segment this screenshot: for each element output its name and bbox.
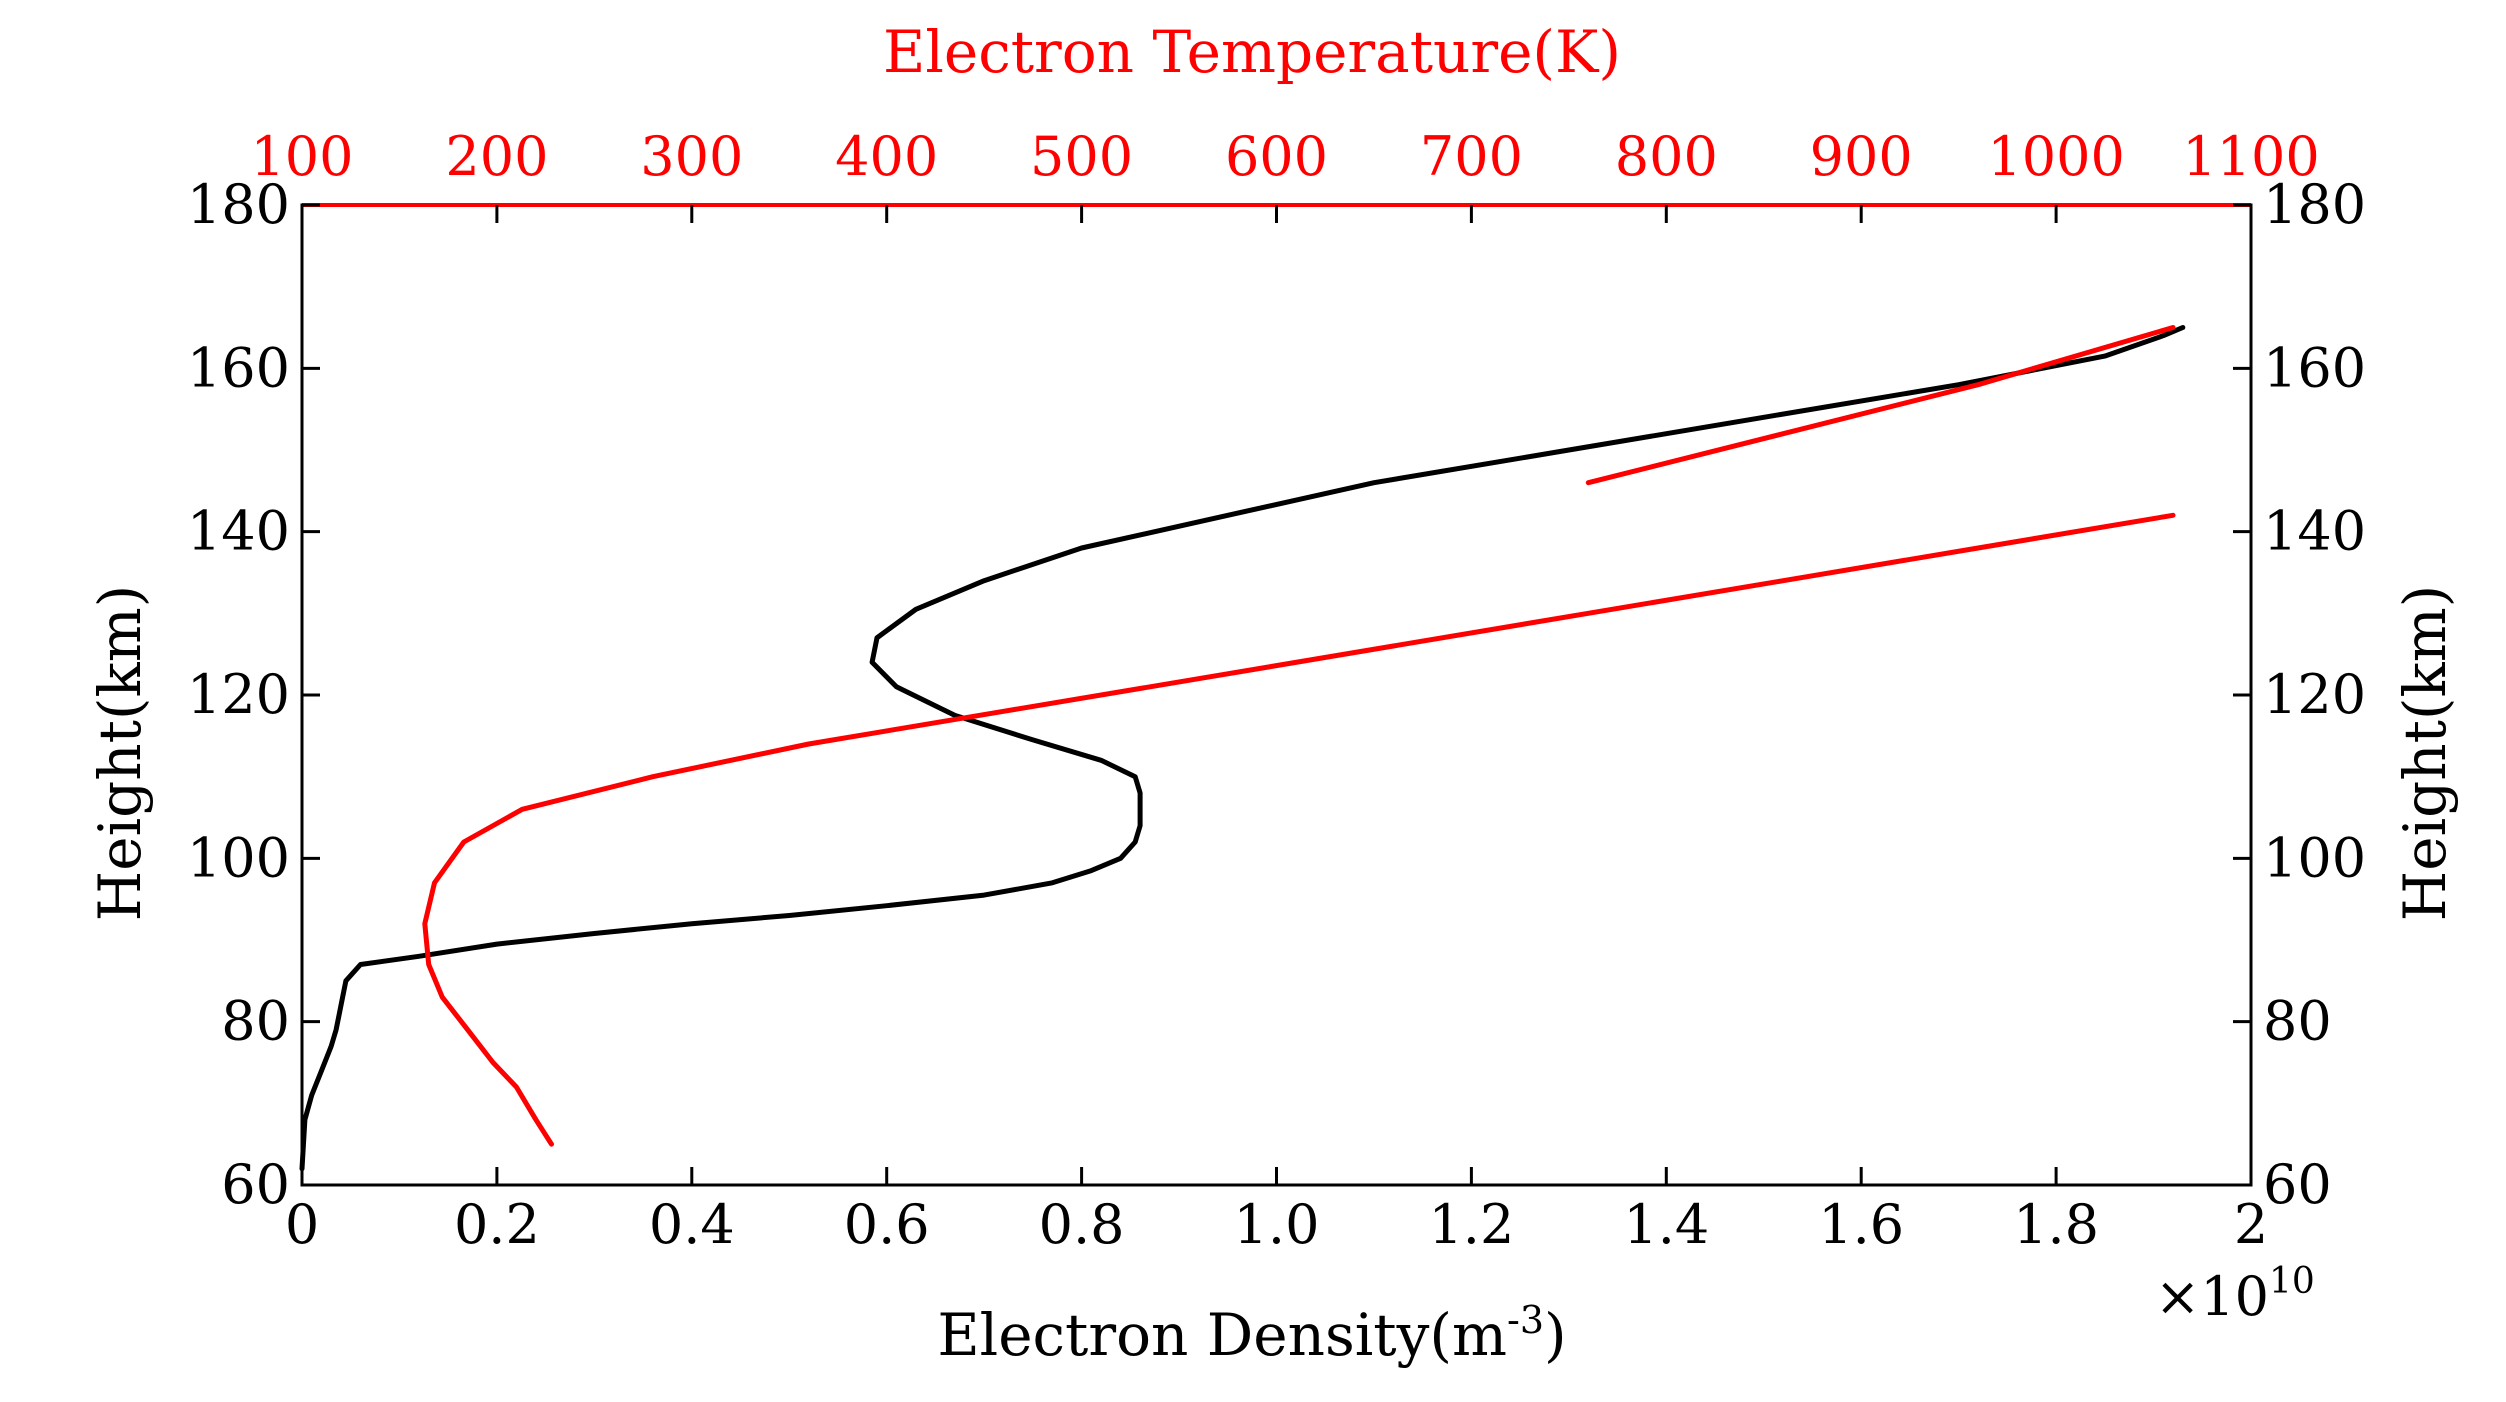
x-tick-label: 0.2 (454, 1193, 540, 1256)
plot-frame (300, 203, 2253, 1187)
x2-tick-label: 900 (1810, 125, 1913, 188)
y2-axis-title: Height(km) (2391, 585, 2459, 922)
electron-density-line (299, 325, 2186, 1172)
x-tick-label: 0.8 (1039, 1193, 1125, 1256)
y-axis-ticks: 60 80 100 120 140 160 180 (187, 173, 320, 1216)
right-y-axis-ticks: 60 80 100 120 140 160 180 (2233, 173, 2366, 1216)
y-tick-label: 180 (187, 173, 290, 236)
x-axis-ticks: 0 0.2 0.4 0.6 0.8 1.0 1.2 1.4 1.6 1.8 2 (285, 1167, 2268, 1256)
x2-tick-label: 1000 (1987, 125, 2124, 188)
y-tick-label: 120 (187, 663, 290, 726)
top-axis-title: Electron Temperature(K) (883, 18, 1621, 86)
y2-tick-label: 140 (2263, 500, 2366, 563)
y-tick-label: 140 (187, 500, 290, 563)
y2-tick-label: 180 (2263, 173, 2366, 236)
x-tick-label: 1.4 (1623, 1193, 1709, 1256)
x2-tick-label: 200 (445, 125, 548, 188)
y2-tick-label: 80 (2263, 990, 2332, 1053)
y-tick-label: 60 (221, 1153, 290, 1216)
x2-tick-label: 1100 (2182, 125, 2319, 188)
series-layer (299, 325, 2186, 1172)
x-axis-title-suffix: ) (1544, 1301, 1567, 1369)
x-tick-label: 1.0 (1234, 1193, 1320, 1256)
x2-tick-label: 400 (835, 125, 938, 188)
x-tick-label: 1.2 (1428, 1193, 1514, 1256)
x-multiplier-exp: 10 (2269, 1261, 2315, 1302)
x-tick-label: 1.6 (1818, 1193, 1904, 1256)
x-tick-label: 0 (285, 1193, 319, 1256)
electron-temperature-line (422, 512, 2176, 1147)
y2-tick-label: 120 (2263, 663, 2366, 726)
x-tick-label: 1.8 (2013, 1193, 2099, 1256)
plot-area (300, 203, 2253, 1187)
x-multiplier: ×1010 (2155, 1261, 2315, 1328)
y-tick-label: 80 (221, 990, 290, 1053)
x2-tick-label: 500 (1030, 125, 1133, 188)
x2-tick-label: 600 (1225, 125, 1328, 188)
x-axis-title-sup: -3 (1507, 1298, 1544, 1342)
top-axis-ticks: 100 200 300 400 500 600 700 800 900 1000 1100 (250, 125, 2320, 223)
y-tick-label: 100 (187, 826, 290, 889)
x-tick-label: 0.6 (844, 1193, 930, 1256)
electron-temperature-upper-line (1585, 325, 2176, 486)
x-tick-label: 0.4 (649, 1193, 735, 1256)
x2-tick-label: 100 (250, 125, 353, 188)
y-axis-title: Height(km) (86, 585, 154, 922)
x2-tick-label: 300 (640, 125, 743, 188)
y2-tick-label: 60 (2263, 1153, 2332, 1216)
x-multiplier-base: ×10 (2155, 1265, 2269, 1328)
y2-tick-label: 100 (2263, 826, 2366, 889)
x-tick-label: 2 (2234, 1193, 2268, 1256)
x2-tick-label: 800 (1615, 125, 1718, 188)
y2-tick-label: 160 (2263, 336, 2366, 399)
x-axis-title-main: Electron Density(m (937, 1301, 1507, 1369)
x-axis-title: Electron Density(m-3) (937, 1298, 1566, 1369)
x2-tick-label: 700 (1420, 125, 1523, 188)
y-tick-label: 160 (187, 336, 290, 399)
